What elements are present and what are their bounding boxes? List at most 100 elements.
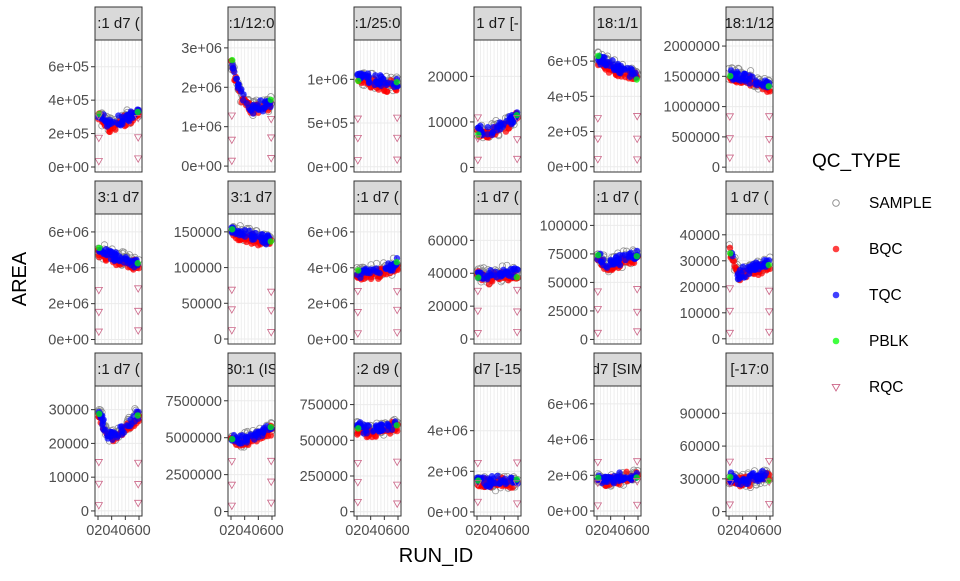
- point-tqc: [755, 266, 762, 273]
- point-pblk: [267, 238, 274, 245]
- point-rqc: [133, 115, 142, 123]
- y-tick-label: 5000000: [166, 431, 222, 447]
- y-tick-label: 0: [712, 160, 720, 176]
- point-tqc: [256, 428, 264, 435]
- y-tick-label: 90000: [680, 406, 720, 422]
- point-tqc: [253, 105, 261, 112]
- facet-panel: 1 d7 (0 10000 20000 30000 40000: [680, 180, 774, 348]
- point-tqc: [117, 423, 124, 430]
- point-tqc: [107, 247, 114, 255]
- y-tick-label: 0: [712, 505, 720, 521]
- point-rqc: [726, 307, 735, 316]
- panel-points: [726, 241, 773, 338]
- point-rqc: [95, 112, 104, 121]
- legend-key-circle: [832, 291, 840, 299]
- point-tqc: [126, 422, 134, 430]
- y-tick-label: 0e+00: [48, 333, 89, 349]
- y-tick-label: 6e+06: [48, 225, 89, 241]
- point-tqc: [233, 75, 240, 83]
- point-rqc: [354, 479, 363, 487]
- point-rqc: [632, 501, 641, 510]
- point-rqc: [594, 306, 603, 314]
- point-tqc: [602, 61, 609, 69]
- facet-panels: :1 d7 (0e+002e+054e+056e+05:1/12:00e+001…: [48, 6, 782, 539]
- point-rqc: [512, 500, 521, 509]
- point-rqc: [133, 499, 142, 508]
- point-tqc: [247, 431, 254, 438]
- y-tick-label: 0: [580, 332, 588, 348]
- y-tick-label: 750000: [300, 398, 348, 414]
- facet-panel: 18:1/12 0 500000 1000000 1500000 2000000: [664, 6, 774, 176]
- point-rqc: [228, 286, 237, 295]
- point-rqc: [133, 307, 142, 316]
- panel-grid: [354, 40, 401, 172]
- facet-panel: 3:1 d7 0 50000 100000 150000: [174, 180, 276, 348]
- point-tqc: [753, 79, 760, 86]
- point-rqc: [594, 479, 603, 488]
- point-pblk: [595, 52, 602, 60]
- legend-items: SAMPLE BQC TQC PBLK RQC: [831, 195, 932, 396]
- legend-item: BQC: [832, 241, 903, 258]
- facet-strip-label: :1/25:0: [355, 15, 401, 32]
- point-pblk: [96, 244, 103, 252]
- panel-points: [474, 459, 521, 509]
- point-tqc: [382, 79, 389, 87]
- point-tqc: [246, 106, 254, 113]
- point-tqc: [607, 475, 614, 482]
- point-tqc: [258, 231, 265, 238]
- y-tick-label: 40000: [680, 228, 720, 244]
- point-rqc: [95, 158, 104, 166]
- panel-grid: [95, 214, 142, 344]
- point-rqc: [95, 502, 104, 510]
- point-pblk: [393, 78, 400, 86]
- panel-grid: [95, 40, 142, 172]
- y-tick-label: 0: [460, 332, 468, 348]
- y-tick-label: 3e+06: [181, 41, 222, 57]
- point-rqc: [95, 308, 104, 317]
- point-bqc: [509, 484, 516, 491]
- y-tick-label: 6e+05: [48, 60, 89, 76]
- y-tick-label: 0: [712, 332, 720, 348]
- y-tick-label: 0: [340, 505, 348, 521]
- facet-panel: :1/25:0 0e+00 5e+05 1e+06: [307, 6, 402, 176]
- y-tick-label: 4e+06: [547, 433, 588, 449]
- legend-label: TQC: [869, 287, 902, 304]
- point-rqc: [474, 114, 483, 122]
- point-pblk: [134, 412, 141, 419]
- y-tick-label: 50000: [548, 275, 588, 291]
- point-sample: [480, 264, 488, 272]
- point-bqc: [236, 236, 244, 244]
- facet-strip-label: [-17:0: [730, 361, 768, 378]
- point-tqc: [377, 77, 384, 85]
- point-rqc: [95, 480, 104, 489]
- y-tick-label: 0e+00: [307, 160, 348, 176]
- facet-panel: 30:1 (IS 0 2500000 5000000 7500000 02040600: [166, 352, 284, 539]
- point-tqc: [736, 266, 744, 274]
- point-tqc: [621, 474, 629, 482]
- point-tqc: [496, 119, 504, 126]
- point-pblk: [96, 410, 103, 418]
- point-tqc: [618, 67, 625, 74]
- y-tick-label: 2e+05: [547, 125, 588, 141]
- point-rqc: [354, 135, 363, 143]
- y-tick-label: 0e+00: [307, 333, 348, 349]
- point-tqc: [603, 264, 611, 271]
- legend-key-circle: [832, 337, 840, 345]
- x-tick-label: 02040600: [717, 523, 782, 539]
- point-rqc: [133, 285, 142, 293]
- panel-points: [354, 415, 401, 509]
- y-tick-label: 2e+06: [547, 468, 588, 484]
- point-rqc: [632, 328, 641, 336]
- panel-points: [95, 405, 142, 510]
- facet-strip: [353, 180, 402, 215]
- point-rqc: [632, 308, 641, 317]
- facet-strip: [473, 180, 522, 215]
- point-tqc: [360, 430, 367, 437]
- panel-points: [228, 222, 275, 337]
- point-rqc: [266, 288, 275, 297]
- x-tick-label: 02040600: [345, 523, 410, 539]
- y-tick-label: 500000: [672, 130, 720, 146]
- point-tqc: [378, 422, 385, 429]
- point-rqc: [392, 114, 401, 123]
